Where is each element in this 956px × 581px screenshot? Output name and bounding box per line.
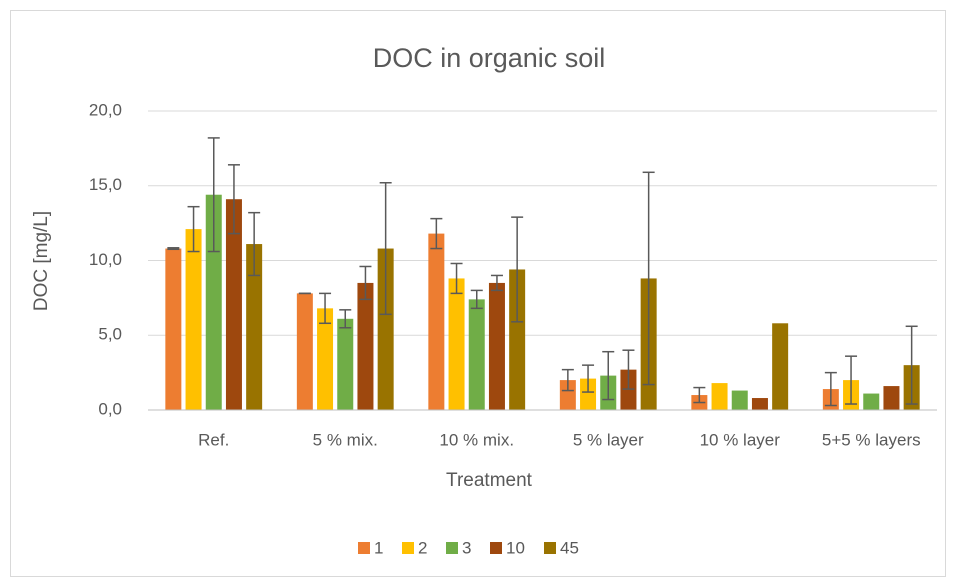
- error-bar: [693, 386, 706, 404]
- error-bar: [187, 205, 200, 253]
- x-tick-label: 10 % mix.: [439, 430, 514, 449]
- y-tick-label: 15,0: [89, 175, 122, 194]
- bar: [448, 278, 465, 410]
- error-bar: [470, 289, 483, 310]
- error-bar: [824, 371, 837, 407]
- bar: [580, 378, 597, 410]
- error-bar: [379, 182, 392, 316]
- x-tick-label: 5+5 % layers: [822, 430, 921, 449]
- y-axis-title: DOC [mg/L]: [31, 211, 52, 311]
- bar: [731, 390, 748, 410]
- x-tick-label: 5 % layer: [573, 430, 644, 449]
- error-bar: [248, 211, 261, 277]
- chart-title: DOC in organic soil: [373, 43, 606, 73]
- bar: [225, 199, 242, 410]
- error-bar: [582, 364, 595, 393]
- bar: [377, 248, 394, 410]
- bar: [296, 293, 313, 410]
- bar: [205, 194, 222, 410]
- legend-label: 45: [560, 538, 579, 557]
- legend-swatch: [402, 542, 414, 554]
- y-tick-label: 0,0: [98, 399, 122, 418]
- y-tick-label: 5,0: [98, 325, 122, 344]
- bar: [559, 380, 576, 410]
- bar: [751, 398, 768, 410]
- error-bar: [227, 164, 240, 235]
- error-bar: [339, 309, 352, 329]
- legend-swatch: [358, 542, 370, 554]
- x-tick-label: 5 % mix.: [313, 430, 378, 449]
- error-bar: [490, 274, 503, 292]
- chart-frame: [10, 10, 946, 577]
- bar: [165, 248, 182, 410]
- x-axis-title: Treatment: [446, 470, 533, 491]
- legend-swatch: [446, 542, 458, 554]
- bar: [246, 244, 263, 410]
- legend-label: 2: [418, 538, 427, 557]
- error-bar: [511, 216, 524, 323]
- error-bar: [845, 355, 858, 405]
- error-bar: [167, 247, 180, 251]
- y-tick-label: 20,0: [89, 100, 122, 119]
- bar: [772, 323, 789, 410]
- bar: [428, 233, 445, 410]
- bar: [509, 269, 526, 410]
- bar: [317, 308, 334, 410]
- legend-label: 1: [374, 538, 383, 557]
- legend-swatch: [544, 542, 556, 554]
- bar: [337, 318, 354, 410]
- error-bar: [642, 171, 655, 386]
- bar: [863, 393, 880, 410]
- bar: [185, 229, 202, 410]
- error-bar: [319, 292, 332, 325]
- error-bar: [905, 325, 918, 405]
- error-bar: [450, 262, 463, 295]
- y-tick-label: 10,0: [89, 250, 122, 269]
- x-tick-label: Ref.: [198, 430, 229, 449]
- error-bar: [207, 137, 220, 253]
- bar: [883, 386, 900, 410]
- legend-label: 10: [506, 538, 525, 557]
- error-bar: [622, 349, 635, 390]
- bar: [488, 282, 505, 410]
- bar: [711, 383, 728, 410]
- legend-label: 3: [462, 538, 471, 557]
- error-bar: [359, 265, 372, 301]
- x-tick-label: 10 % layer: [700, 430, 781, 449]
- error-bar: [430, 217, 443, 250]
- bar: [357, 282, 374, 410]
- error-bar: [602, 350, 615, 401]
- bar: [468, 299, 485, 410]
- legend-swatch: [490, 542, 502, 554]
- error-bar: [561, 368, 574, 392]
